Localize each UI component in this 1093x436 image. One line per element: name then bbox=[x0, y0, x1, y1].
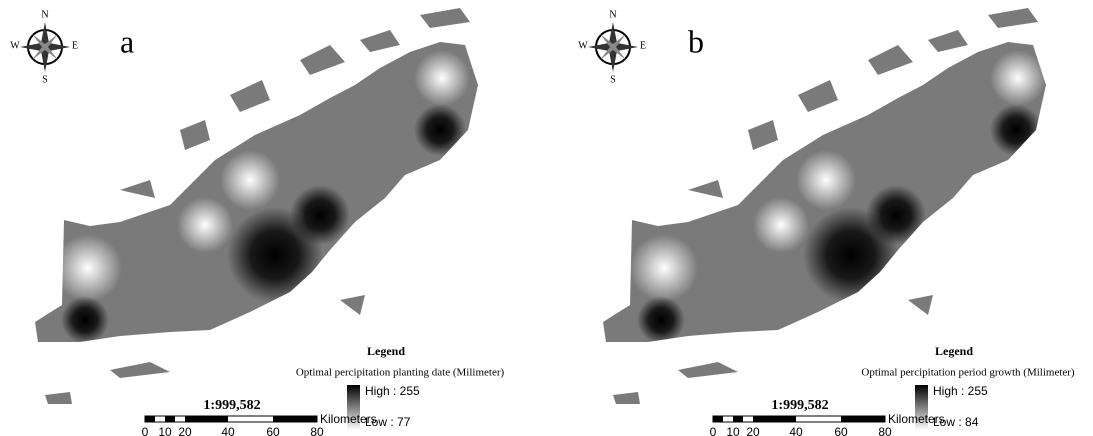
scale-bar-segment bbox=[753, 416, 796, 422]
compass-star-diag bbox=[32, 34, 58, 60]
legend-title: Legend bbox=[367, 344, 405, 358]
scale-tick-label: 10 bbox=[726, 425, 740, 436]
raster-blob bbox=[753, 197, 809, 253]
raster-blob bbox=[177, 197, 233, 253]
legend-ramp bbox=[347, 385, 360, 430]
scale-tick-label: 60 bbox=[834, 425, 848, 436]
compass-w: W bbox=[10, 40, 20, 51]
raster-blob bbox=[637, 296, 685, 344]
scale-tick-label: 80 bbox=[310, 425, 324, 436]
panel-label: b bbox=[688, 23, 704, 59]
scale-tick-label: 10 bbox=[158, 425, 172, 436]
raster-blob bbox=[990, 50, 1046, 106]
raster-blob bbox=[61, 296, 109, 344]
legend-ramp bbox=[915, 385, 928, 430]
scale-tick-label: 20 bbox=[178, 425, 192, 436]
legend-low: Low : 84 bbox=[933, 415, 979, 429]
scale-bar-segment bbox=[145, 416, 155, 422]
compass-s: S bbox=[610, 74, 616, 85]
legend-title: Legend bbox=[935, 344, 973, 358]
raster-blob bbox=[866, 185, 926, 245]
scale-tick-label: 40 bbox=[789, 425, 803, 436]
scale-ratio: 1:999,582 bbox=[771, 398, 828, 413]
scale-bar-segment bbox=[713, 416, 723, 422]
compass-n: N bbox=[41, 9, 48, 20]
legend-field: Optimal percipitation planting date (Mil… bbox=[296, 367, 505, 379]
legend-high: High : 255 bbox=[933, 384, 988, 398]
compass-w: W bbox=[578, 40, 588, 51]
scale-bar-segment bbox=[185, 416, 228, 422]
raster-blob bbox=[220, 150, 280, 210]
scale-tick-label: 80 bbox=[878, 425, 892, 436]
scale-tick-label: 0 bbox=[710, 425, 717, 436]
raster-blob bbox=[414, 50, 470, 106]
legend-field: Optimal percipitation period growth (Mil… bbox=[861, 367, 1075, 379]
scale-tick-label: 60 bbox=[266, 425, 280, 436]
raster-blob bbox=[54, 234, 122, 302]
scale-unit: Kilometers bbox=[320, 412, 377, 426]
scale-bar-segment bbox=[841, 416, 885, 422]
compass-n: N bbox=[609, 9, 616, 20]
north-arrow: N S W E bbox=[10, 9, 78, 85]
raster-blob bbox=[796, 150, 856, 210]
raster-blob bbox=[630, 234, 698, 302]
raster-blob bbox=[414, 104, 466, 156]
compass-s: S bbox=[42, 74, 48, 85]
raster-surface bbox=[603, 8, 1046, 404]
panel-label: a bbox=[120, 23, 134, 59]
scale-bar-segment bbox=[733, 416, 743, 422]
raster-blob bbox=[290, 185, 350, 245]
scale-tick-label: 40 bbox=[221, 425, 235, 436]
scale-unit: Kilometers bbox=[888, 412, 945, 426]
raster-surface bbox=[35, 8, 478, 404]
compass-e: E bbox=[72, 40, 78, 51]
scale-tick-label: 20 bbox=[746, 425, 760, 436]
legend-high: High : 255 bbox=[365, 384, 420, 398]
scale-bar-segment bbox=[165, 416, 175, 422]
raster-blob bbox=[990, 104, 1042, 156]
scale-tick-label: 0 bbox=[142, 425, 149, 436]
legend-low: Low : 77 bbox=[365, 415, 411, 429]
compass-star-diag bbox=[600, 34, 626, 60]
compass-e: E bbox=[640, 40, 646, 51]
north-arrow: N S W E bbox=[578, 9, 646, 85]
scale-ratio: 1:999,582 bbox=[203, 398, 260, 413]
scale-bar-segment bbox=[273, 416, 317, 422]
